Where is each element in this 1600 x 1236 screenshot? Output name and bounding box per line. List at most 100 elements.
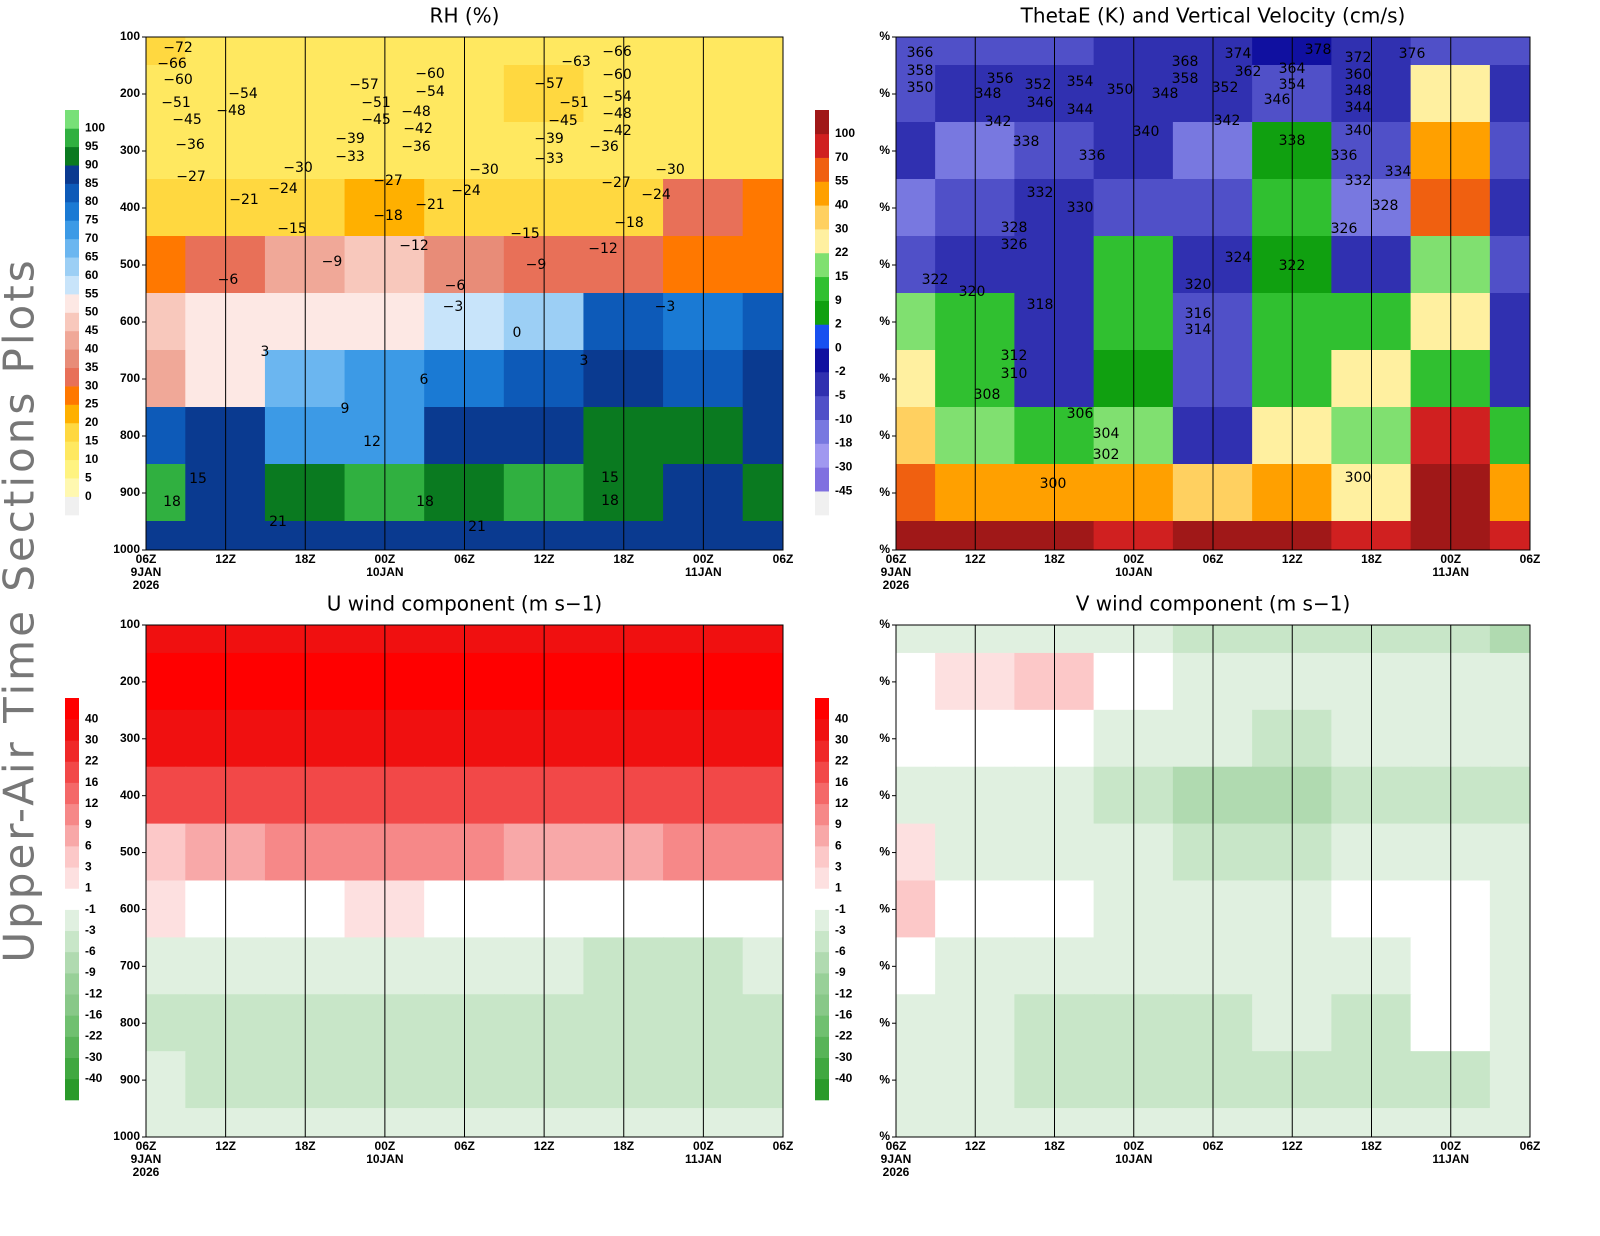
colorbar-label: 9 <box>835 817 842 831</box>
contour-label: 310 <box>1001 366 1028 382</box>
colorbar-box <box>65 404 79 424</box>
colorbar-label: 2 <box>835 317 842 331</box>
contour-label: 12 <box>363 434 381 450</box>
x-tick-label: 06Z <box>1203 552 1224 566</box>
contour-label: 328 <box>1372 198 1399 214</box>
contour-label: 320 <box>959 284 986 300</box>
contour-label: 336 <box>1079 148 1106 164</box>
contour-label: 354 <box>1067 74 1094 90</box>
contour-label: 312 <box>1001 348 1028 364</box>
colorbar-label: -3 <box>85 923 96 937</box>
colorbar-box <box>65 867 79 889</box>
field-cell <box>742 880 783 939</box>
date-label: 10JAN <box>366 1152 403 1166</box>
field-cell <box>1489 293 1530 351</box>
colorbar-label: 60 <box>85 268 99 282</box>
y-tick-label: 900 <box>120 1072 140 1086</box>
colorbar-box <box>65 165 79 184</box>
colorbar-label: 6 <box>835 838 842 852</box>
colorbar-label: 100 <box>835 126 855 140</box>
date-label: 9JAN <box>131 565 162 579</box>
contour-label: −51 <box>361 95 391 111</box>
colorbar-box <box>65 496 79 516</box>
colorbar-label: 75 <box>85 213 99 227</box>
contour-label: 0 <box>513 325 522 341</box>
y-tick-label: 700 <box>120 959 140 973</box>
y-tick-label: 500 <box>120 257 140 271</box>
colorbar-box <box>815 229 829 254</box>
colorbar-box <box>65 846 79 868</box>
x-tick-label: 00Z <box>1123 552 1144 566</box>
contour-label: 346 <box>1027 95 1054 111</box>
contour-label: −45 <box>548 113 578 129</box>
colorbar-label: -40 <box>835 1071 853 1085</box>
field-cell <box>146 1108 187 1137</box>
plot-frame <box>895 36 1531 551</box>
colorbar-label: 9 <box>85 817 92 831</box>
colorbar-box <box>65 146 79 166</box>
colorbar-box <box>65 1057 79 1080</box>
colorbar-label: 12 <box>85 796 99 810</box>
colorbar-label: 10 <box>85 452 99 466</box>
colorbar-box <box>815 930 829 953</box>
contour-label: 21 <box>468 519 486 535</box>
x-tick-label: 06Z <box>454 1139 475 1153</box>
colorbar-label: 0 <box>835 340 842 354</box>
y-tick-label: % <box>879 845 890 859</box>
contour-label: 360 <box>1345 67 1372 83</box>
colorbar-label: -6 <box>835 944 846 958</box>
contour-label: −6 <box>218 272 239 288</box>
contour-label: −3 <box>443 299 464 315</box>
contour-label: −27 <box>176 169 206 185</box>
y-tick-label: % <box>879 617 890 631</box>
contour-label: −48 <box>216 103 246 119</box>
y-tick-label: % <box>879 731 890 745</box>
x-tick-label: 06Z <box>136 1139 157 1153</box>
field-cell <box>1489 236 1530 294</box>
field-cell <box>146 880 187 939</box>
colorbar-box <box>815 740 829 762</box>
field-cell <box>146 37 187 66</box>
colorbar-box <box>815 252 829 278</box>
x-tick-label: 18Z <box>613 1139 634 1153</box>
contour-label: 318 <box>1027 297 1054 313</box>
colorbar-label: 35 <box>85 360 99 374</box>
colorbar-label: 65 <box>85 249 99 263</box>
colorbar-label: -30 <box>835 1050 853 1064</box>
contour-label: 336 <box>1331 148 1358 164</box>
contour-label: −30 <box>283 160 313 176</box>
field-cell <box>146 407 187 465</box>
colorbar-label: 16 <box>85 775 99 789</box>
field-cell <box>896 1051 937 1110</box>
colorbar-box <box>815 276 829 301</box>
colorbar-box <box>65 220 79 240</box>
colorbar-label: 40 <box>85 711 99 725</box>
field-cell <box>1489 1108 1530 1137</box>
contour-label: 364 <box>1279 61 1306 77</box>
field-cell <box>742 652 783 711</box>
contour-label: −66 <box>157 56 187 72</box>
colorbar-label: -30 <box>835 460 853 474</box>
colorbar-label: 45 <box>85 323 99 337</box>
field-cell <box>742 823 783 882</box>
colorbar-label: -12 <box>835 986 853 1000</box>
contour-label: −9 <box>322 254 343 270</box>
plot-frame <box>895 624 1531 1138</box>
y-tick-label: % <box>879 1072 890 1086</box>
panel-title: RH (%) <box>430 4 500 28</box>
y-tick-label: 300 <box>120 731 140 745</box>
contour-label: 340 <box>1345 123 1372 139</box>
contour-label: −27 <box>601 175 631 191</box>
field-cell <box>1489 407 1530 465</box>
contour-label: −24 <box>268 181 298 197</box>
x-tick-label: 06Z <box>886 1139 907 1153</box>
colorbar-box <box>65 973 79 995</box>
colorbar-label: -40 <box>85 1071 103 1085</box>
contour-label: −66 <box>602 44 632 60</box>
contour-label: 356 <box>987 71 1014 87</box>
field-cell <box>1489 464 1530 522</box>
field-cell <box>146 65 187 123</box>
colorbar-label: 22 <box>835 245 849 259</box>
x-tick-label: 06Z <box>886 552 907 566</box>
